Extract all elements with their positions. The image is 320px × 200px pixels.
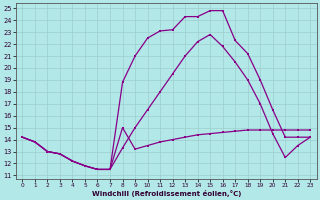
X-axis label: Windchill (Refroidissement éolien,°C): Windchill (Refroidissement éolien,°C): [92, 190, 241, 197]
